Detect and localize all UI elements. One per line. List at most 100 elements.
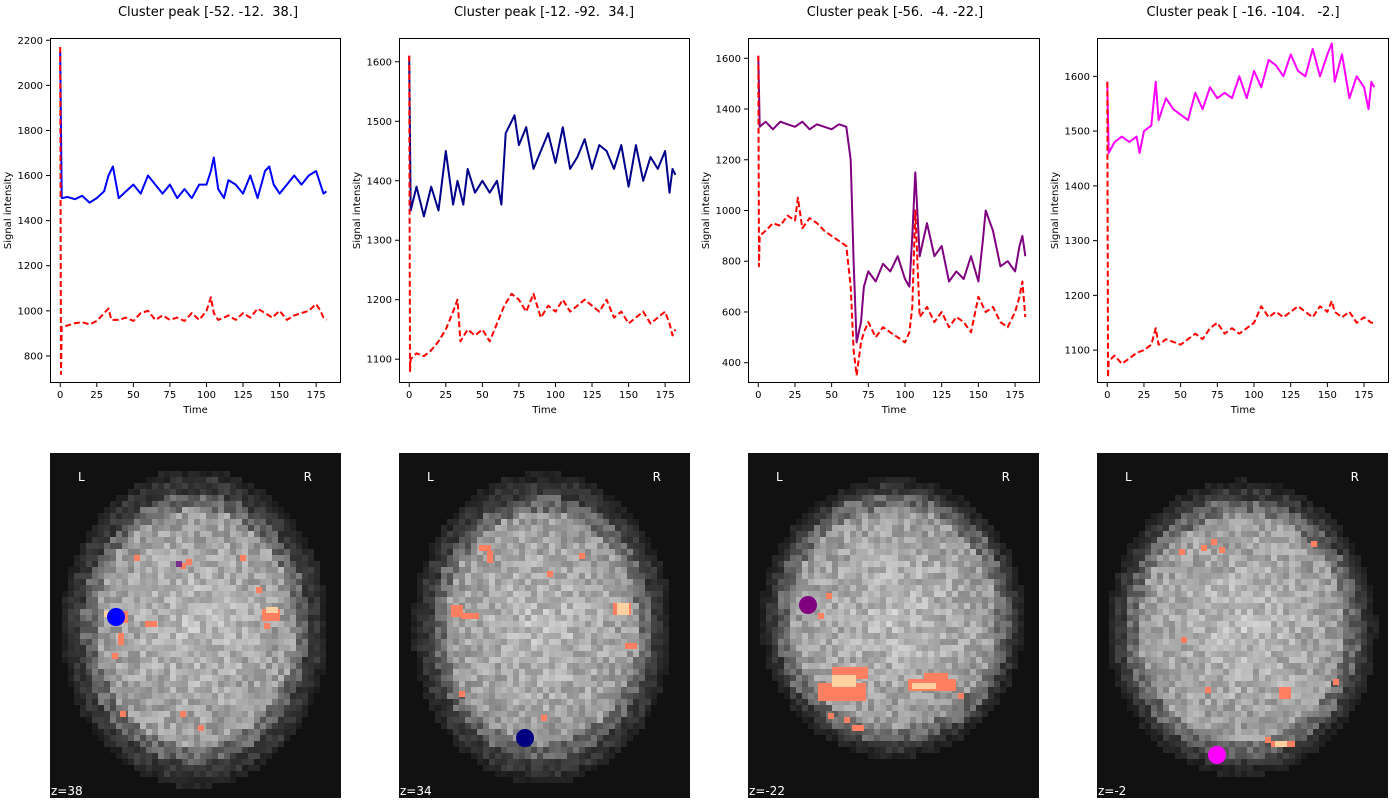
series-line-2 [408,55,677,373]
x-tick-label: 0 [1104,390,1110,401]
x-tick-label: 175 [307,390,326,401]
y-tick-label: 1100 [367,355,392,366]
x-tick-label: 150 [619,390,638,401]
y-tick-label: 1600 [18,171,43,182]
left-orientation-label: L [1125,470,1132,484]
y-tick-label: 800 [24,351,43,362]
left-orientation-label: L [427,470,434,484]
plot-title-1: Cluster peak [-52. -12. 38.] [117,5,299,20]
time-series-charts: 0 25 50 75 100 125 150 175800100012001400160018… [3,36,1389,416]
y-tick-label: 1000 [716,206,741,217]
x-tick-label: 125 [582,390,601,401]
brain-slice-4: L R z=-2 [1097,453,1388,798]
series-line-1 [408,55,677,218]
y-tick-label: 600 [722,307,741,318]
chart-2: 0 25 50 75 100 125 150 175 1100 1200 1300 1400 1500 1… [352,38,690,416]
axes-frame [50,38,341,383]
y-tick-label: 1300 [1065,236,1090,247]
y-tick-label: 1800 [18,126,43,137]
z-coordinate-label: z=-2 [1098,784,1127,798]
x-tick-label: 75 [862,390,875,401]
series-line-1 [757,55,1027,344]
cluster-peak-marker [1208,746,1226,764]
x-tick-label: 100 [546,390,565,401]
x-tick-label: 75 [164,390,177,401]
y-axis-label: Signal intensity [701,172,712,249]
y-tick-label: 1600 [1065,72,1090,83]
x-tick-label: 25 [439,390,452,401]
right-orientation-label: R [652,470,661,484]
x-tick-label: 50 [127,390,140,401]
chart-3: 0 25 50 75 100 125 150 175 400 600 800 1000 1200 1400… [701,38,1040,416]
y-tick-label: 1600 [716,54,741,65]
chart-1: 0 25 50 75 100 125 150 175 800 1000 1200 1400 1600 18… [3,36,341,416]
cluster-peak-marker [799,596,817,614]
series-line-1 [1106,42,1376,154]
series-line-1 [59,51,328,204]
y-tick-label: 1400 [367,176,392,187]
x-tick-label: 100 [197,390,216,401]
series-line-2 [757,55,1027,377]
y-tick-label: 400 [722,358,741,369]
x-tick-label: 25 [789,390,802,401]
brain-slice-3: L R z=-22 [748,453,1039,798]
x-tick-label: 175 [656,390,675,401]
y-tick-label: 1200 [18,261,43,272]
series-line-2 [1106,81,1375,379]
plot-title-2: Cluster peak [-12. -92. 34.] [453,5,635,20]
brain-anatomy [62,471,326,789]
y-tick-label: 800 [722,257,741,268]
y-tick-label: 1500 [367,117,392,128]
x-tick-label: 0 [57,390,63,401]
x-tick-label: 50 [825,390,838,401]
brain-slice-2: L R z=34 [399,453,690,798]
x-tick-label: 175 [1006,390,1025,401]
axes-frame [1097,38,1389,383]
y-tick-label: 1400 [18,216,43,227]
z-coordinate-label: z=38 [51,784,83,798]
x-tick-label: 0 [406,390,412,401]
x-tick-label: 150 [270,390,289,401]
x-tick-label: 100 [895,390,914,401]
y-tick-label: 1200 [1065,291,1090,302]
x-tick-label: 0 [755,390,761,401]
y-axis-label: Signal intensity [3,172,14,249]
right-orientation-label: R [303,470,312,484]
y-tick-label: 1400 [1065,181,1090,192]
brain-anatomy [411,471,669,783]
x-axis-label: Time [182,405,207,416]
brain-slice-image-1 [62,471,326,789]
x-tick-label: 25 [90,390,103,401]
axes-frame [399,38,690,383]
y-tick-label: 1200 [367,295,392,306]
left-orientation-label: L [776,470,783,484]
brain-anatomy [760,477,1024,759]
y-axis-label: Signal intensity [1050,172,1061,249]
y-tick-label: 2200 [18,36,43,47]
left-orientation-label: L [78,470,85,484]
cluster-peak-marker [107,608,125,626]
x-tick-label: 50 [476,390,489,401]
axes-frame [748,38,1040,383]
plot-title-4: Cluster peak [ -16. -104. -2.] [1146,5,1340,20]
z-coordinate-label: z=34 [400,784,432,798]
brain-slice-image-2 [411,471,669,783]
x-tick-label: 175 [1355,390,1374,401]
y-tick-label: 1200 [716,155,741,166]
plot-title-3: Cluster peak [-56. -4. -22.] [806,5,984,20]
x-axis-label: Time [881,405,906,416]
y-tick-label: 1400 [716,105,741,116]
right-orientation-label: R [1350,470,1359,484]
x-axis-label: Time [531,405,556,416]
right-orientation-label: R [1001,470,1010,484]
z-coordinate-label: z=-22 [749,784,785,798]
brain-anatomy [1109,477,1379,777]
x-tick-label: 150 [969,390,988,401]
x-tick-label: 125 [1281,390,1300,401]
y-axis-label: Signal intensity [352,172,363,249]
brain-slice-image-3 [760,477,1024,759]
y-tick-label: 1600 [367,57,392,68]
x-tick-label: 25 [1138,390,1151,401]
brain-slice-image-4 [1109,477,1379,777]
